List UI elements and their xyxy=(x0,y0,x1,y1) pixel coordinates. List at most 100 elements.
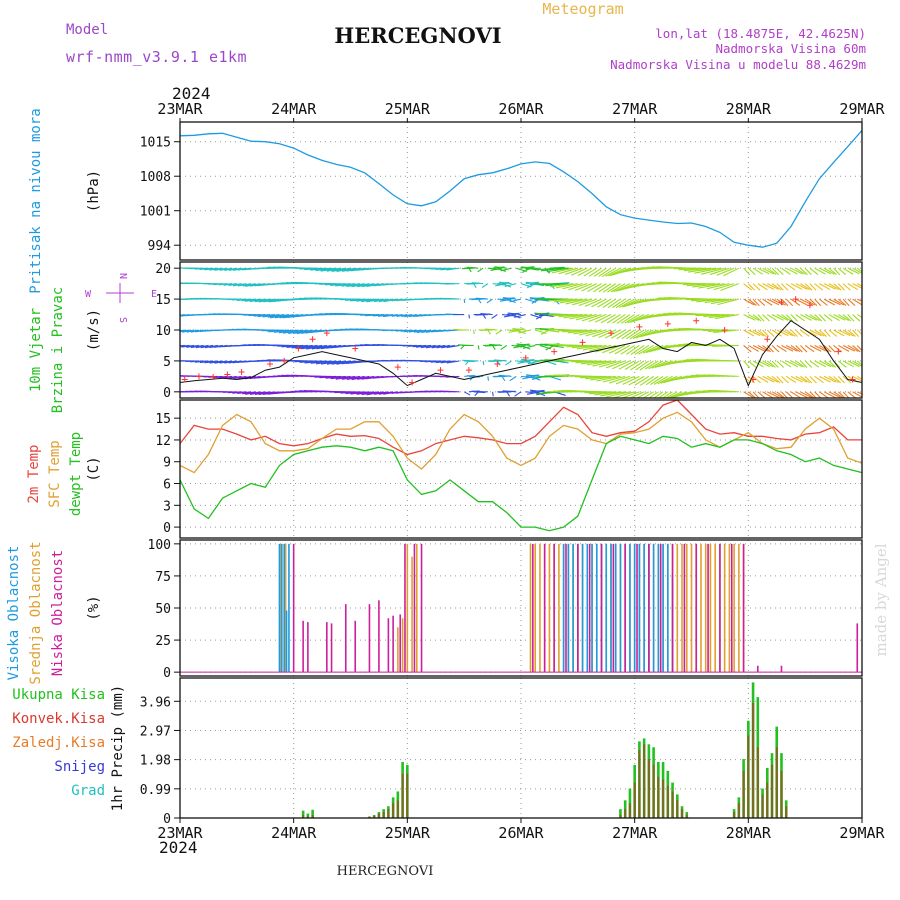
wind-arrow xyxy=(556,283,578,289)
wind-arrow xyxy=(624,360,640,370)
wind-arrow xyxy=(626,344,640,355)
precip-bar-conv xyxy=(733,812,736,818)
wind-arrow xyxy=(482,360,485,366)
gust-point xyxy=(721,327,728,333)
wind-arrow xyxy=(237,283,252,287)
wind-arrow xyxy=(629,329,645,340)
wind-arrow xyxy=(431,344,446,349)
wind-arrow xyxy=(790,329,798,337)
unit-label: (%) xyxy=(86,595,102,620)
wind-arrow xyxy=(488,360,503,362)
wind-arrow xyxy=(828,391,841,398)
wind-arrow xyxy=(361,283,380,288)
wind-arrow xyxy=(771,375,781,384)
wind-arrow xyxy=(720,283,740,291)
wind-arrow xyxy=(752,375,762,384)
wind-arrow xyxy=(571,344,597,349)
y-tick-label: 994 xyxy=(148,239,172,254)
y-axis-label: Visoka Oblacnost xyxy=(6,546,22,681)
wind-arrow xyxy=(712,344,739,347)
wind-arrow xyxy=(650,375,664,386)
wind-arrow xyxy=(714,314,739,320)
wind-arrow xyxy=(190,344,204,349)
wind-arrow xyxy=(861,376,862,378)
wind-arrow xyxy=(716,267,735,276)
wind-arrow xyxy=(809,375,817,384)
wind-arrow xyxy=(565,298,588,305)
wind-arrow xyxy=(586,360,612,366)
wind-arrow xyxy=(186,344,200,348)
wind-arrow xyxy=(790,267,803,275)
gust-point xyxy=(224,371,231,378)
wind-arrow xyxy=(606,314,621,324)
wind-arrow xyxy=(743,267,751,276)
wind-arrow xyxy=(468,314,470,319)
wind-arrow xyxy=(218,375,233,379)
gust-point xyxy=(195,373,202,380)
wind-arrow xyxy=(377,313,394,317)
y-tick-label: 1.98 xyxy=(140,754,171,769)
wind-arrow xyxy=(267,314,285,318)
wind-arrow xyxy=(752,298,760,307)
precip-bar-conv xyxy=(742,770,745,818)
gust-point xyxy=(309,336,316,343)
wind-arrow xyxy=(809,283,817,291)
y-axis-label: 10m Vjetar xyxy=(28,308,44,392)
wind-arrow xyxy=(814,329,825,337)
wind-arrow xyxy=(544,329,560,333)
series-wind-speed xyxy=(180,320,862,387)
wind-arrow xyxy=(856,314,862,319)
wind-arrow xyxy=(487,376,490,381)
wind-arrow xyxy=(621,298,640,308)
wind-arrow xyxy=(747,298,757,306)
wind-arrow xyxy=(857,298,862,303)
compass-s: S xyxy=(117,317,128,323)
wind-arrow xyxy=(508,329,522,333)
x-axis-top: 23MAR 24MAR 25MAR 26MAR 27MAR 28MAR 29MAR xyxy=(157,100,885,118)
precip-bar-conv xyxy=(387,809,390,818)
wind-arrow xyxy=(785,283,796,291)
wind-arrow xyxy=(460,345,465,350)
wind-arrow xyxy=(819,360,832,368)
wind-arrow xyxy=(436,344,451,349)
wind-arrow xyxy=(743,345,752,353)
wind-arrow xyxy=(546,267,569,273)
wind-arrow xyxy=(581,314,602,322)
wind-arrow xyxy=(819,329,827,337)
wind-arrow xyxy=(795,314,805,322)
gust-point xyxy=(465,367,472,374)
panel-frame xyxy=(179,261,863,399)
wind-arrow xyxy=(382,314,398,318)
y-tick-label: 5 xyxy=(163,355,171,370)
wind-arrow xyxy=(747,391,757,398)
wind-arrow xyxy=(498,391,512,393)
wind-arrow xyxy=(800,314,812,321)
y-axis-label: Brzina i Pravac xyxy=(50,287,66,413)
wind-arrow xyxy=(635,329,654,339)
wind-arrow xyxy=(527,360,541,365)
series-dewpt xyxy=(179,435,863,532)
wind-arrow xyxy=(771,345,780,353)
gust-point xyxy=(295,345,302,352)
gust-point xyxy=(849,376,856,383)
wind-arrow xyxy=(283,329,304,334)
wind-arrow xyxy=(762,314,770,322)
wind-arrow xyxy=(596,375,621,382)
wind-arrow xyxy=(707,329,735,332)
wind-arrow xyxy=(762,391,774,398)
wind-arrow xyxy=(498,374,512,377)
wind-arrow xyxy=(320,267,342,272)
wind-arrow xyxy=(767,283,779,290)
wind-arrow xyxy=(583,267,598,277)
wind-arrow xyxy=(800,329,810,337)
y-axis-label: SFC Temp xyxy=(47,440,63,507)
y-tick-label: 6 xyxy=(163,478,171,493)
wind-arrow xyxy=(814,360,827,368)
wind-arrow xyxy=(752,314,762,322)
wind-arrow xyxy=(620,314,635,324)
wind-arrow xyxy=(762,298,773,306)
wind-arrow xyxy=(181,344,195,348)
wind-arrow xyxy=(683,267,711,272)
wind-arrow xyxy=(545,283,569,287)
wind-arrow xyxy=(657,375,673,385)
